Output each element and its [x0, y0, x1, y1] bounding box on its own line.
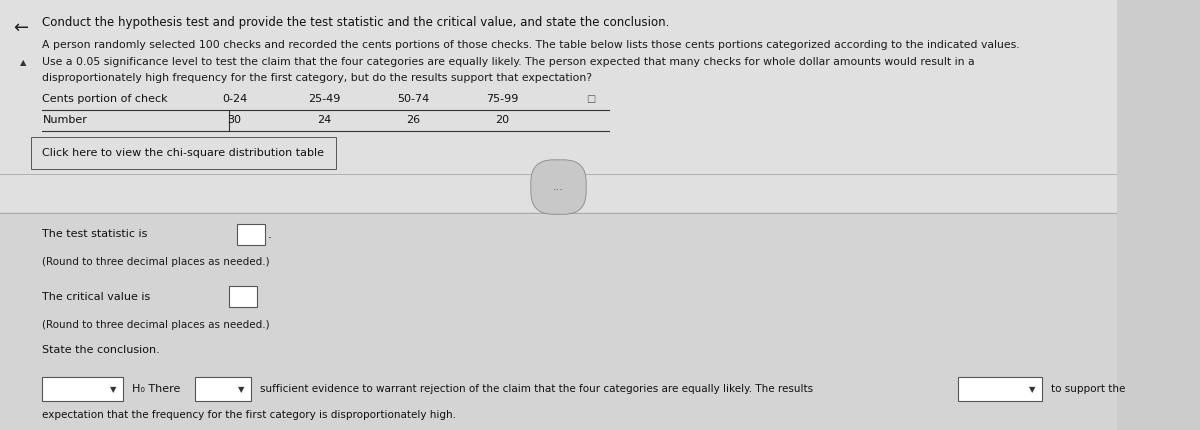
FancyBboxPatch shape [196, 377, 251, 401]
Text: Use a 0.05 significance level to test the claim that the four categories are equ: Use a 0.05 significance level to test th… [42, 57, 976, 68]
Text: Click here to view the chi-square distribution table: Click here to view the chi-square distri… [42, 147, 324, 158]
FancyBboxPatch shape [0, 215, 1117, 430]
Text: ▲: ▲ [20, 58, 26, 67]
Text: □: □ [587, 94, 595, 104]
Text: State the conclusion.: State the conclusion. [42, 345, 160, 356]
Text: (Round to three decimal places as needed.): (Round to three decimal places as needed… [42, 319, 270, 330]
Text: 20: 20 [496, 115, 510, 126]
FancyBboxPatch shape [42, 377, 122, 401]
Text: expectation that the frequency for the first category is disproportionately high: expectation that the frequency for the f… [42, 410, 456, 420]
Text: Cents portion of check: Cents portion of check [42, 94, 168, 104]
Text: ▼: ▼ [1028, 385, 1036, 393]
Text: sufficient evidence to warrant rejection of the claim that the four categories a: sufficient evidence to warrant rejection… [260, 384, 814, 394]
Text: The critical value is: The critical value is [42, 292, 151, 302]
Text: 25-49: 25-49 [307, 94, 340, 104]
Text: ←: ← [13, 19, 29, 37]
Text: ▼: ▼ [109, 385, 116, 393]
Text: disproportionately high frequency for the first category, but do the results sup: disproportionately high frequency for th… [42, 73, 593, 83]
Text: ▼: ▼ [238, 385, 245, 393]
Text: .: . [268, 228, 272, 241]
Text: ...: ... [553, 182, 564, 192]
Text: Conduct the hypothesis test and provide the test statistic and the critical valu: Conduct the hypothesis test and provide … [42, 16, 670, 29]
Text: A person randomly selected 100 checks and recorded the cents portions of those c: A person randomly selected 100 checks an… [42, 40, 1020, 50]
FancyBboxPatch shape [229, 286, 257, 307]
Text: 30: 30 [228, 115, 241, 126]
FancyBboxPatch shape [959, 377, 1042, 401]
Text: 26: 26 [407, 115, 420, 126]
Text: (Round to three decimal places as needed.): (Round to three decimal places as needed… [42, 257, 270, 267]
FancyBboxPatch shape [0, 0, 1117, 215]
Text: to support the: to support the [1051, 384, 1126, 394]
Text: 50-74: 50-74 [397, 94, 430, 104]
Text: 24: 24 [317, 115, 331, 126]
FancyBboxPatch shape [236, 224, 265, 245]
Text: 0-24: 0-24 [222, 94, 247, 104]
Text: H₀ There: H₀ There [132, 384, 180, 394]
Text: 75-99: 75-99 [486, 94, 518, 104]
Text: The test statistic is: The test statistic is [42, 229, 148, 240]
Text: Number: Number [42, 115, 88, 126]
